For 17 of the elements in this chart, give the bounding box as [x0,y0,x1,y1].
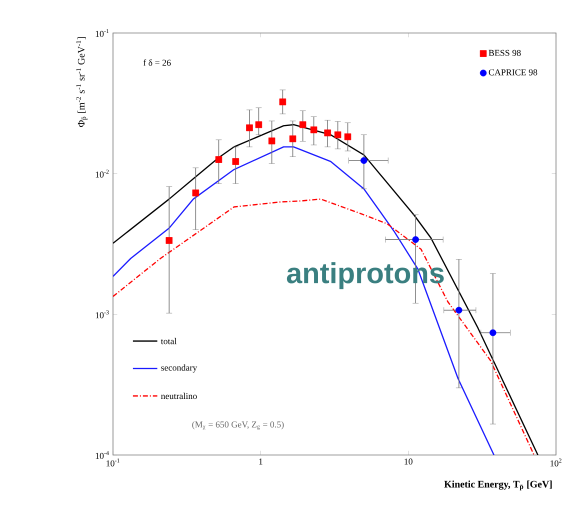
legend-label: BESS 98 [488,50,521,56]
y-tick-label: 10$^{-2}$ [96,170,109,178]
annotation: f δ = 26 [143,59,171,66]
legend-label: secondary [161,364,198,373]
x-tick-label: 10$^{2}$ [550,458,562,466]
x-axis-title: Kinetic Energy, T$_{p̄}$ [GeV] [444,480,552,490]
y-tick-label: 10$^{-3}$ [96,310,109,318]
x-tick-label: 10$^{-1}$ [106,458,120,466]
y-tick-label: 10$^{-4}$ [96,451,109,459]
legend-label: CAPRICE 98 [488,69,538,76]
text: Φ$_{p̄}$ [m$^{-2}$ s$^{-1}$ sr$^{-1}$ GeV$^{-1}$] [76,37,88,127]
x-tick-label: 1 [259,458,262,464]
y-tick-label: 10$^{-1}$ [96,29,109,37]
annotation: (M$_{χ}$ = 650 GeV, Z$_{g}$ = 0.5) [192,421,284,430]
x-tick-label: 10 [404,458,412,465]
legend-label: neutralino [161,392,197,400]
legend-label: total [160,338,177,344]
